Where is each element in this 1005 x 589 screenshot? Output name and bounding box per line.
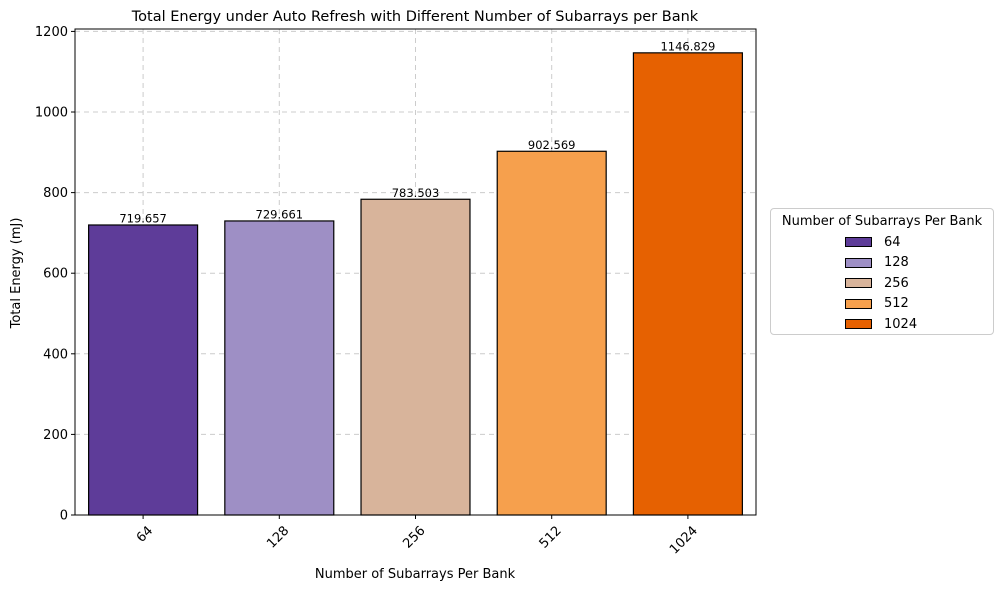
x-tick-label-64: 64 xyxy=(134,523,156,545)
legend: Number of Subarrays Per Bank 64 128 256 512… xyxy=(770,208,994,335)
y-axis-ticks: 0 200 400 600 800 1000 1200 xyxy=(35,25,75,524)
y-axis-label: Total Energy (mJ) xyxy=(9,218,24,330)
legend-swatch xyxy=(845,298,872,309)
x-axis-ticks: 64 128 256 512 1024 xyxy=(134,515,701,557)
legend-item-1024: 1024 xyxy=(845,316,917,332)
x-tick-label-128: 128 xyxy=(264,523,292,551)
x-axis-label: Number of Subarrays Per Bank xyxy=(315,567,516,582)
data-label-128: 729.661 xyxy=(256,207,304,221)
x-tick-label-1024: 1024 xyxy=(667,523,701,557)
legend-item-64: 64 xyxy=(845,234,901,250)
legend-item-256: 256 xyxy=(845,275,909,291)
data-label-1024: 1146.829 xyxy=(660,39,715,53)
legend-item-512: 512 xyxy=(845,296,909,312)
x-tick-label-512: 512 xyxy=(537,523,565,551)
bar-128 xyxy=(224,220,335,516)
bars xyxy=(88,52,743,516)
y-tick-label: 800 xyxy=(43,186,68,201)
legend-label: 1024 xyxy=(884,316,918,332)
legend-label: 64 xyxy=(884,234,901,250)
y-tick-label: 400 xyxy=(43,347,68,362)
x-tick-label-256: 256 xyxy=(400,523,428,551)
y-tick-label: 600 xyxy=(43,267,68,282)
legend-label: 128 xyxy=(884,255,909,271)
data-label-256: 783.503 xyxy=(392,186,440,200)
y-tick-label: 0 xyxy=(60,509,68,524)
y-tick-label: 200 xyxy=(43,428,68,443)
legend-swatch xyxy=(845,257,872,268)
bar-512 xyxy=(496,150,607,516)
data-label-512: 902.569 xyxy=(528,138,576,152)
legend-swatch xyxy=(845,237,872,247)
bar-256 xyxy=(360,198,471,516)
data-label-64: 719.657 xyxy=(119,211,167,225)
chart-title: Total Energy under Auto Refresh with Dif… xyxy=(131,9,699,25)
legend-swatch xyxy=(845,278,872,289)
legend-label: 256 xyxy=(884,275,909,291)
legend-title: Number of Subarrays Per Bank xyxy=(781,214,983,229)
y-tick-label: 1200 xyxy=(35,25,68,40)
legend-swatch xyxy=(845,319,872,330)
data-labels: 719.657 729.661 783.503 902.569 1146.829 xyxy=(119,39,715,225)
legend-item-128: 128 xyxy=(845,255,909,271)
legend-label: 512 xyxy=(884,296,909,312)
bar-1024 xyxy=(632,52,743,516)
bar-64 xyxy=(88,224,199,516)
y-tick-label: 1000 xyxy=(35,106,68,121)
